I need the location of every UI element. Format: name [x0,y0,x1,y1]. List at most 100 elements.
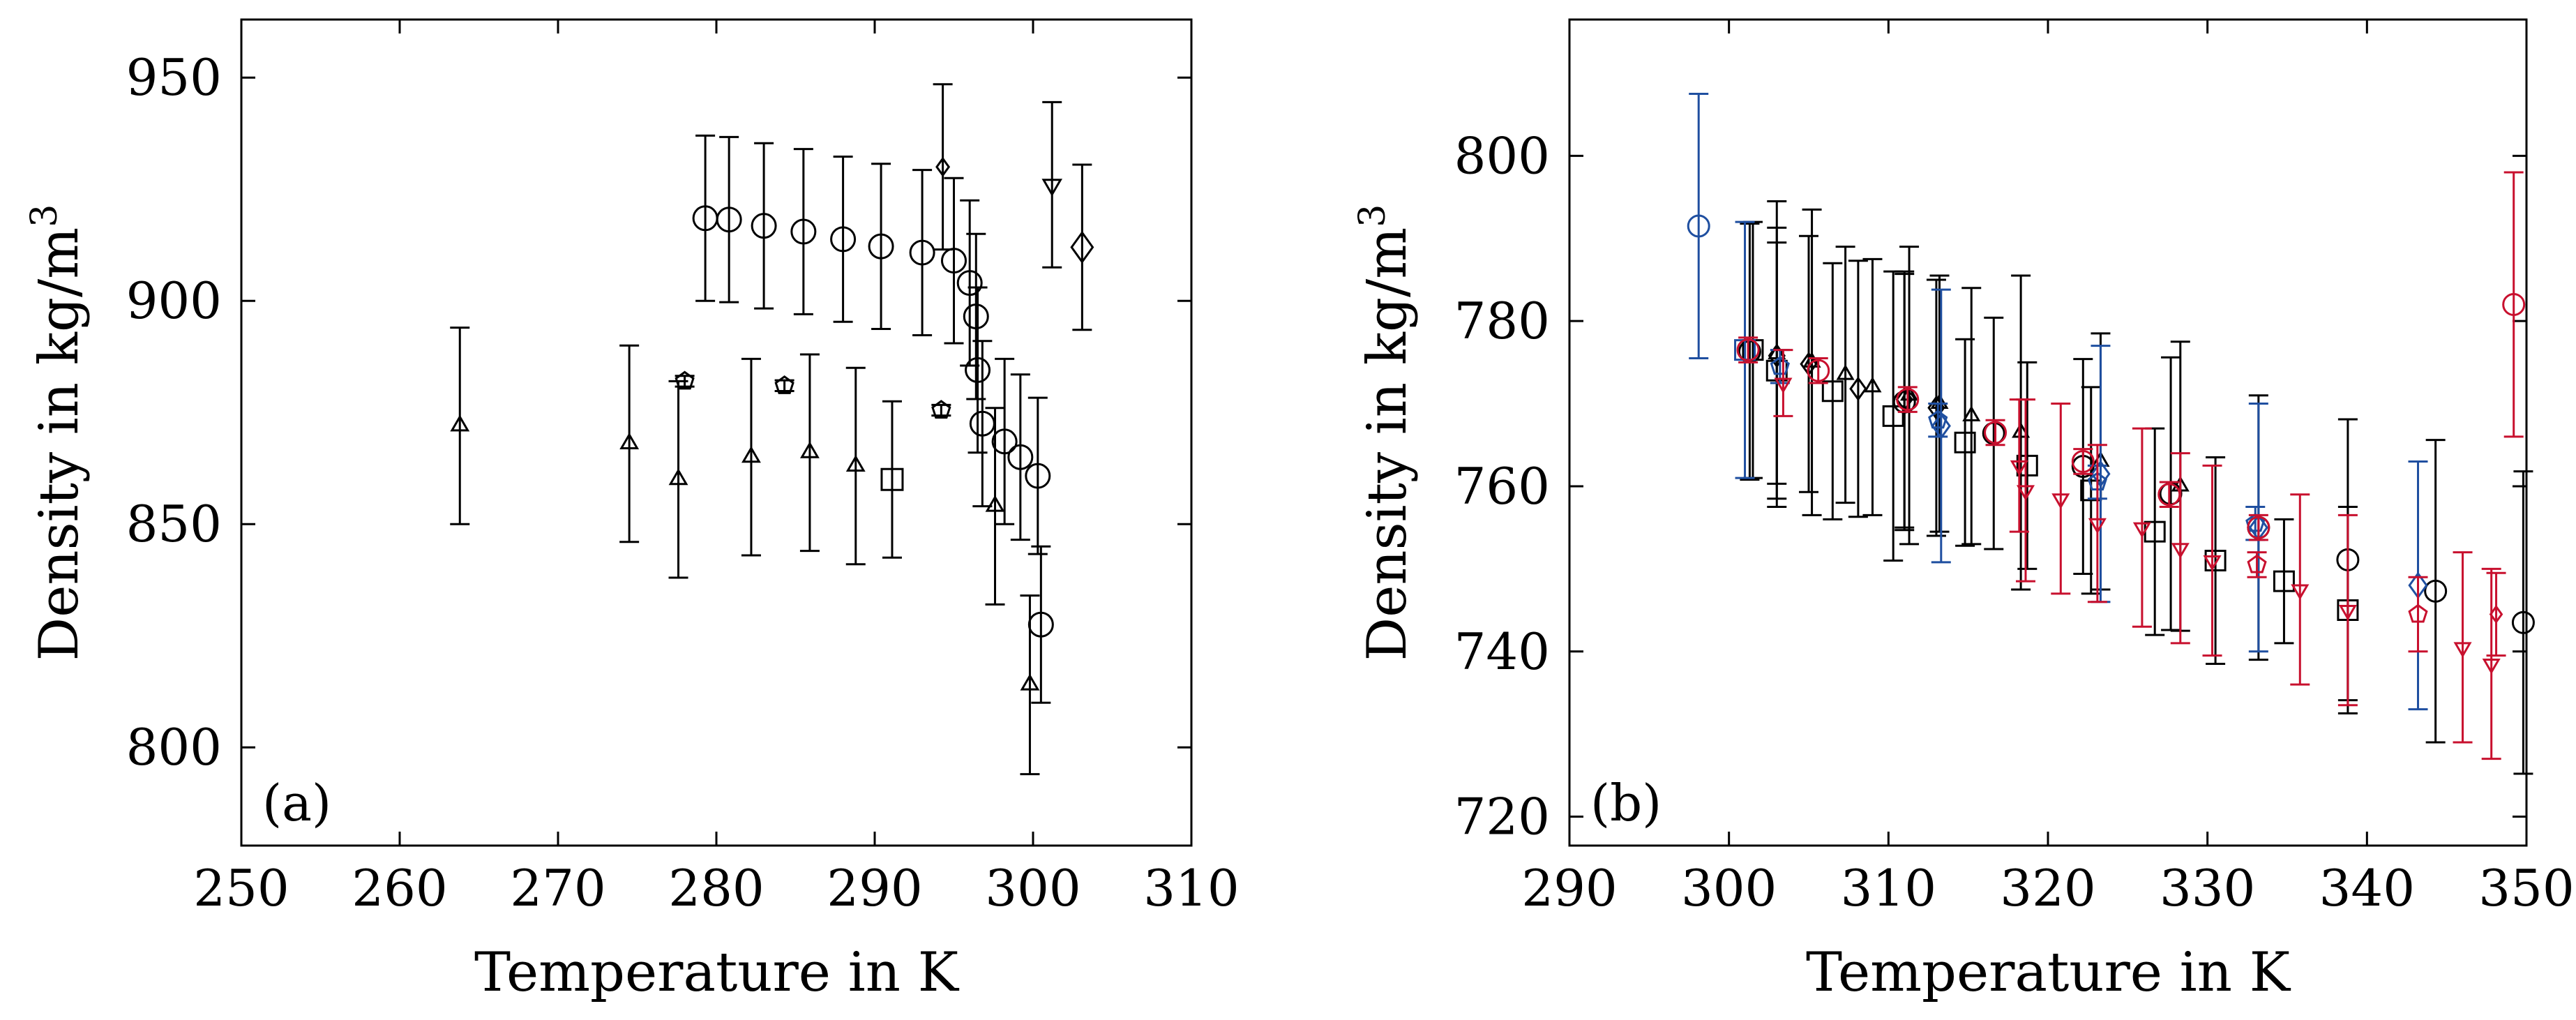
y-axis-label-superscript: 3 [24,204,66,227]
y-axis-label-superscript: 3 [1352,204,1394,227]
series-diamonds [1070,163,1094,331]
y-axis-label-main: Density in kg/m [1356,227,1419,661]
data-point [1931,412,1951,440]
data-point [1070,230,1094,264]
data-point [2338,605,2357,621]
error-bar [2161,356,2181,631]
series-pentagons [675,370,951,419]
data-point [790,218,817,245]
error-bar [1835,246,1855,504]
data-point [956,270,983,297]
error-bar [668,380,688,579]
error-bar [2132,427,2152,628]
data-point [1896,388,1920,412]
data-point [2245,513,2266,532]
error-bar [871,163,891,331]
data-point [1984,421,2008,444]
x-tick-label: 290 [1521,859,1617,917]
error-bar [2159,481,2179,509]
series-circles [692,134,1054,704]
error-bar [1985,419,2005,447]
data-point [450,414,470,432]
error-bar [1984,316,2004,550]
series-triangles-down [1041,100,1063,269]
data-point [1020,673,1040,691]
error-bar [1961,287,1982,546]
error-bar [2145,427,2165,636]
panel-b: 290 300 310 320 330 340 350 720 740 760 780 800 Temp… [1352,18,2575,1004]
y-tick-label: 720 [1454,788,1550,846]
data-point [1687,214,1710,238]
data-point [965,357,991,383]
series-red-pentagons [2247,551,2428,653]
data-point [1954,431,1976,453]
error-bar [1020,594,1040,776]
data-point [774,375,794,394]
error-bar [833,155,853,323]
error-bar [1931,288,1951,564]
y-tick-label: 760 [1454,457,1550,516]
data-point [1821,380,1844,403]
error-bar [450,327,470,525]
error-bar [2091,345,2111,603]
panel-a: 250 260 270 280 290 300 310 800 850 900 950 Tempera… [24,18,1240,1004]
error-bar [845,366,866,566]
data-point [1007,444,1034,470]
error-bar [793,148,813,315]
error-bar [2170,452,2190,645]
data-point [2408,603,2428,623]
x-tick-label: 320 [2000,859,2095,917]
series-black-diamonds [1767,226,1946,537]
data-point [845,455,866,472]
error-bar [967,286,988,454]
data-point [1770,356,1790,375]
error-bar [1926,278,1946,537]
data-point [1025,463,1051,489]
data-point [909,239,935,266]
error-bar [1735,220,1755,479]
data-point [800,441,820,458]
y-tick-label: 800 [1454,126,1550,185]
data-point [985,495,1005,512]
error-bar [1848,260,1868,518]
error-bar [1823,262,1843,520]
error-bar [2425,439,2446,744]
data-point [1900,384,1919,401]
data-point [2051,493,2070,509]
data-point [716,207,742,233]
data-point [741,446,761,463]
error-bar [2248,513,2268,541]
error-bar [2481,567,2501,760]
error-bar [619,344,640,543]
data-point [1849,376,1867,401]
error-bar [2087,444,2107,603]
x-tick-label: 310 [1143,859,1239,917]
error-bar [2503,171,2524,438]
data-point [1928,410,1948,429]
panel-label: (b) [1590,774,1662,832]
y-axis-label-main: Density in kg/m [28,227,91,661]
error-bar [1010,373,1030,541]
x-tick-label: 250 [193,859,289,917]
data-point [2203,555,2222,571]
data-point [1836,364,1855,380]
error-bar [1042,100,1062,269]
error-bar [912,169,933,336]
y-axis-label: Density in kg/m3 [1352,204,1419,661]
x-tick-label: 310 [1841,859,1936,917]
data-point [2012,422,2031,438]
x-axis-label: Temperature in K [474,941,960,1004]
data-point [963,303,989,330]
error-bar [719,135,739,303]
x-tick-label: 300 [1681,859,1777,917]
data-point [675,370,695,390]
data-point [2144,520,2166,543]
data-point [2502,292,2526,316]
data-point [2016,485,2035,501]
x-tick-label: 270 [510,859,605,917]
y-axis-label: Density in kg/m3 [24,204,91,661]
x-tick-label: 350 [2478,859,2574,917]
series-blue-squares [1734,220,1756,479]
data-point [1774,377,1793,393]
